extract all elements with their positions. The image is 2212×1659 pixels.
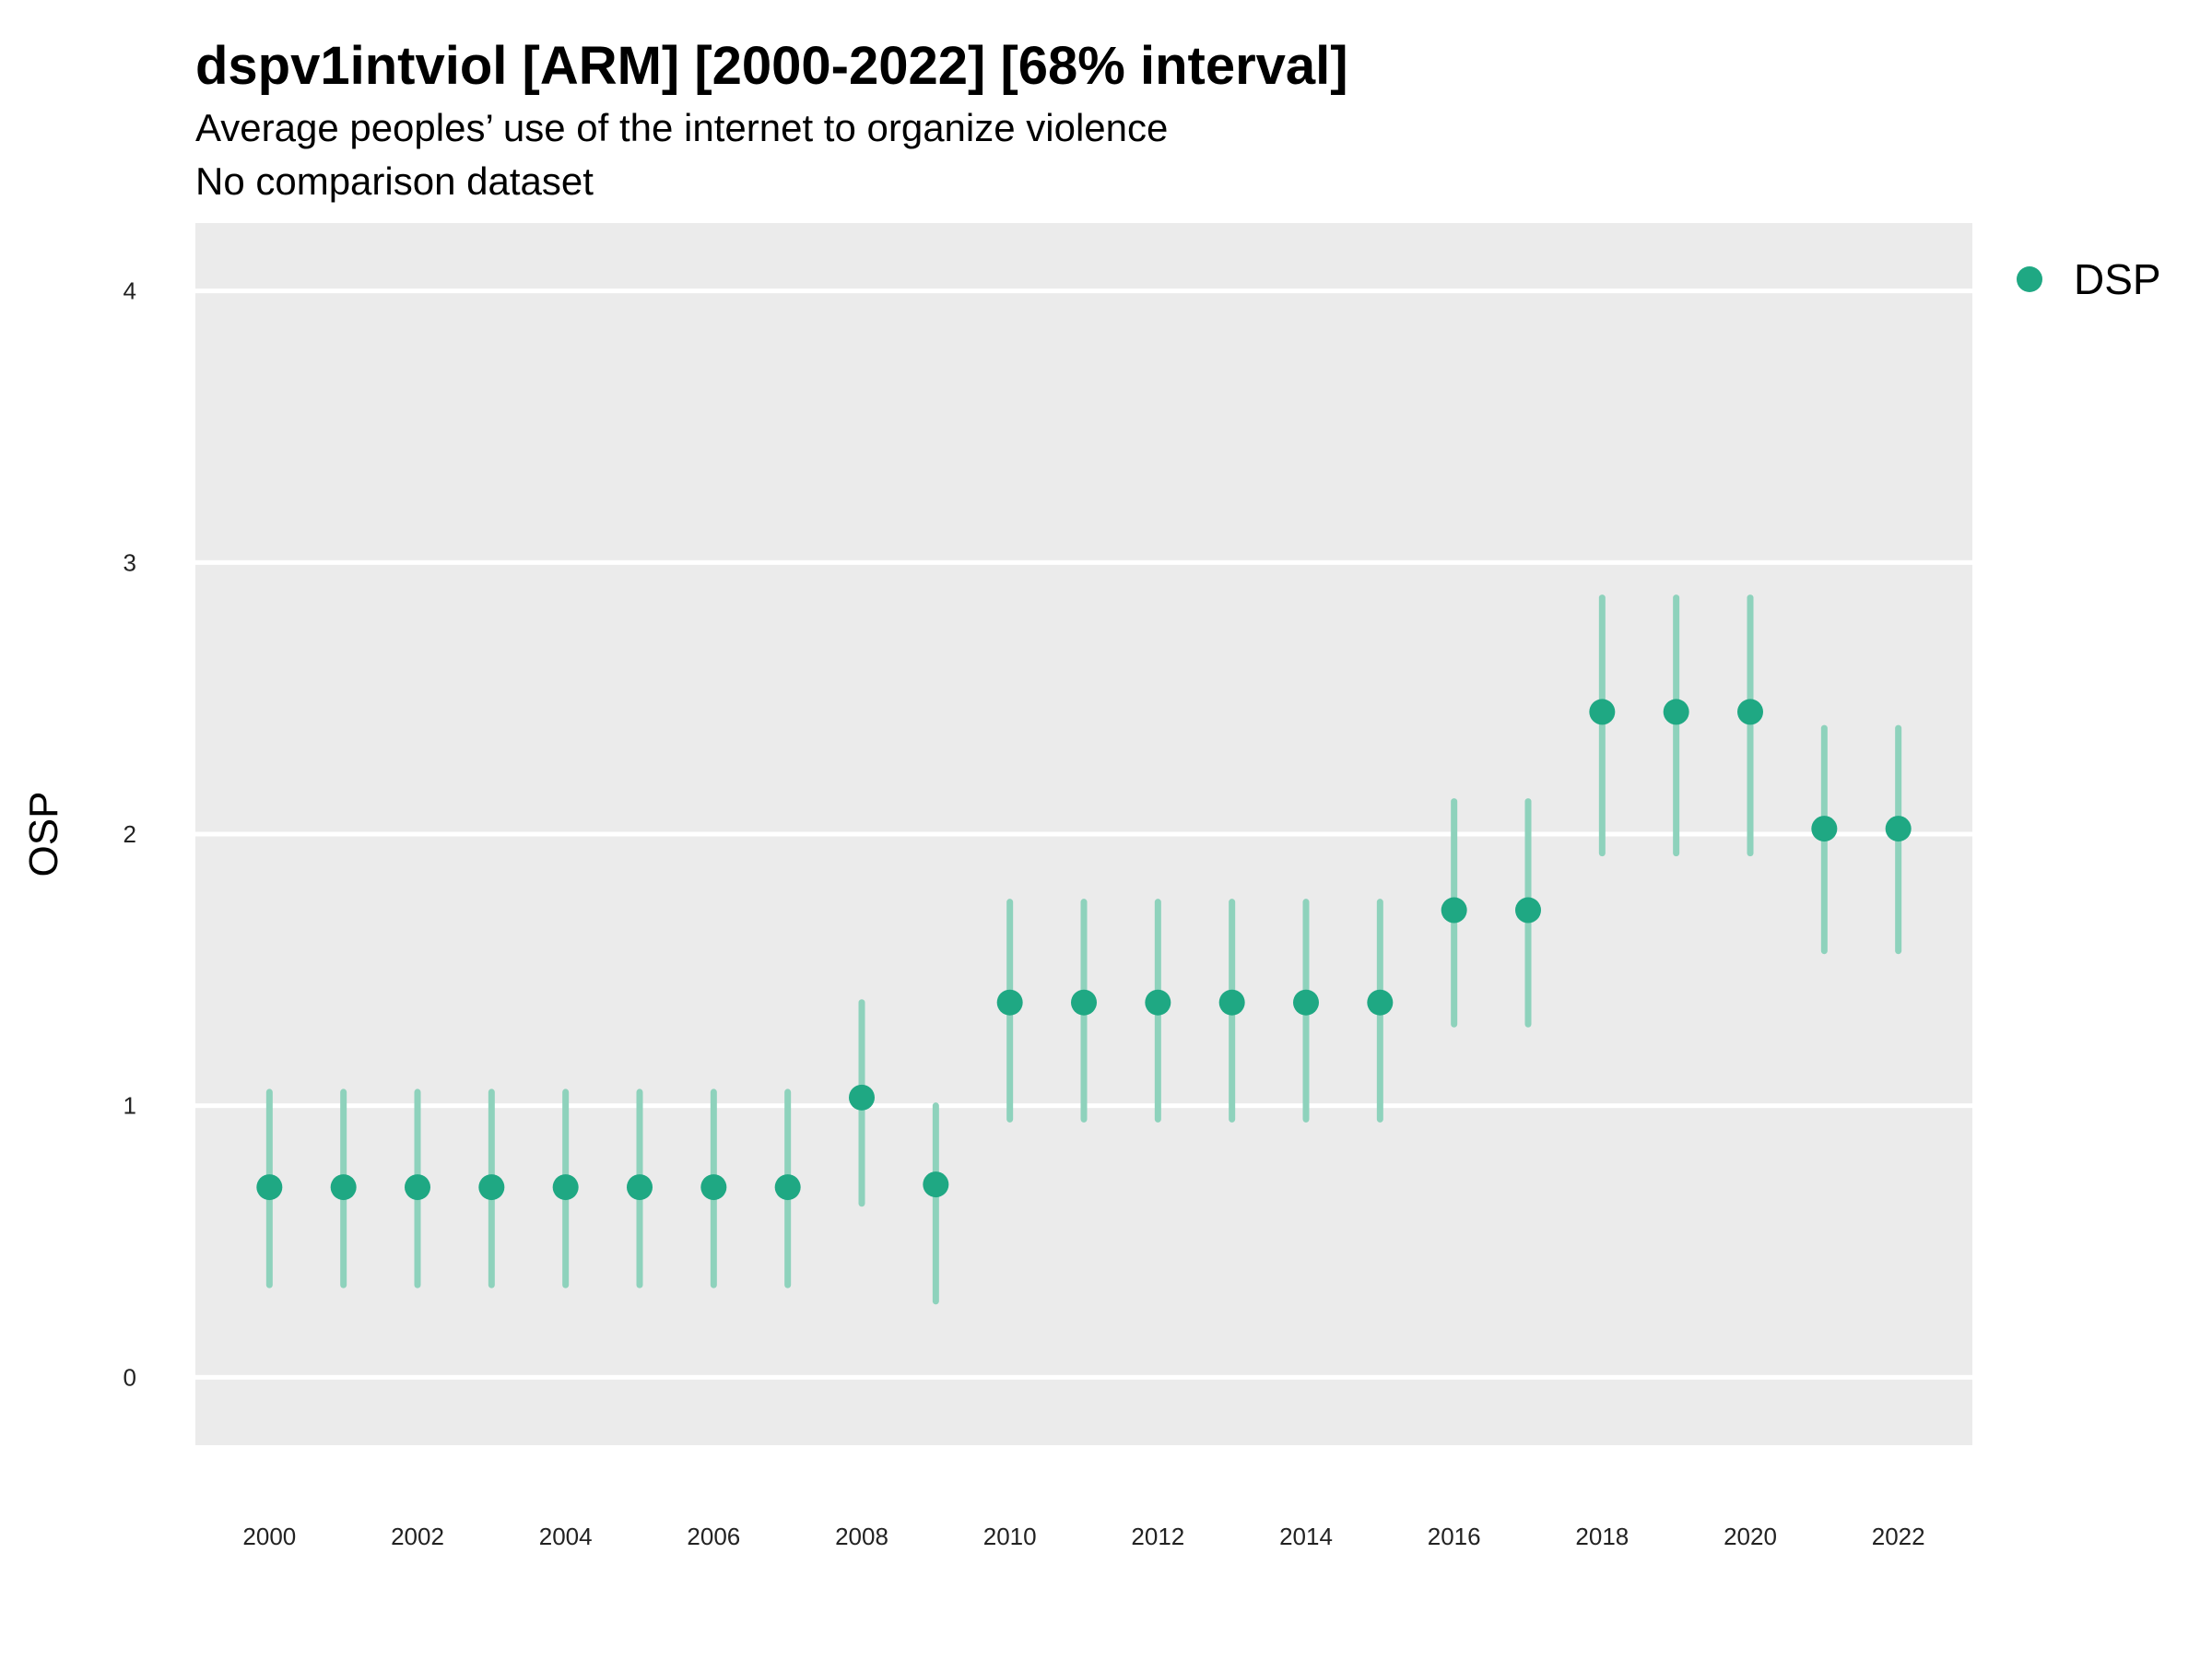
legend: DSP [2017, 255, 2161, 303]
x-tick-label: 2002 [391, 1523, 444, 1550]
y-axis-label: OSP [21, 792, 66, 877]
data-point [923, 1171, 949, 1198]
legend-marker-dsp [2017, 266, 2042, 292]
data-point [1441, 897, 1467, 924]
data-point [1515, 897, 1541, 924]
x-tick-label: 2012 [1131, 1523, 1184, 1550]
data-points [256, 699, 1912, 1201]
legend-label-dsp: DSP [2074, 255, 2161, 303]
y-axis-ticks: 0 1 2 3 4 [124, 277, 136, 1392]
data-point [478, 1174, 505, 1201]
x-tick-label: 2008 [835, 1523, 888, 1550]
y-tick-label: 2 [124, 820, 136, 848]
data-point [330, 1174, 357, 1201]
data-point [1218, 989, 1245, 1016]
chart-subtitle: Average peoples’ use of the internet to … [195, 106, 1169, 149]
data-point [1071, 989, 1097, 1016]
data-point [1293, 989, 1319, 1016]
data-point [1145, 989, 1171, 1016]
chart-title: dspv1intviol [ARM] [2000-2022] [68% inte… [195, 36, 1348, 96]
x-tick-label: 2018 [1575, 1523, 1629, 1550]
chart-subtitle-comparison: No comparison dataset [195, 159, 594, 203]
data-point [1663, 699, 1689, 725]
x-tick-label: 2004 [539, 1523, 593, 1550]
data-point [1367, 989, 1394, 1016]
x-tick-label: 2000 [242, 1523, 296, 1550]
y-tick-label: 4 [124, 277, 136, 305]
data-point [627, 1174, 653, 1201]
y-tick-label: 0 [124, 1363, 136, 1391]
x-tick-label: 2006 [687, 1523, 740, 1550]
x-tick-label: 2016 [1428, 1523, 1481, 1550]
data-point [405, 1174, 430, 1201]
data-point [996, 989, 1023, 1016]
data-point [256, 1174, 283, 1201]
x-tick-label: 2022 [1872, 1523, 1925, 1550]
data-point [774, 1174, 801, 1201]
data-point [1885, 816, 1912, 842]
data-point [1589, 699, 1616, 725]
x-axis-ticks: 2000 2002 2004 2006 2008 2010 2012 2014 2016 2018… [242, 1523, 1924, 1550]
data-point [700, 1174, 727, 1201]
y-tick-label: 3 [124, 548, 136, 576]
y-tick-label: 1 [124, 1092, 136, 1120]
x-tick-label: 2020 [1724, 1523, 1777, 1550]
x-tick-label: 2010 [983, 1523, 1037, 1550]
data-point [849, 1084, 875, 1111]
data-point [1737, 699, 1763, 725]
x-tick-label: 2014 [1279, 1523, 1333, 1550]
data-point [552, 1174, 579, 1201]
data-point [1811, 816, 1838, 842]
